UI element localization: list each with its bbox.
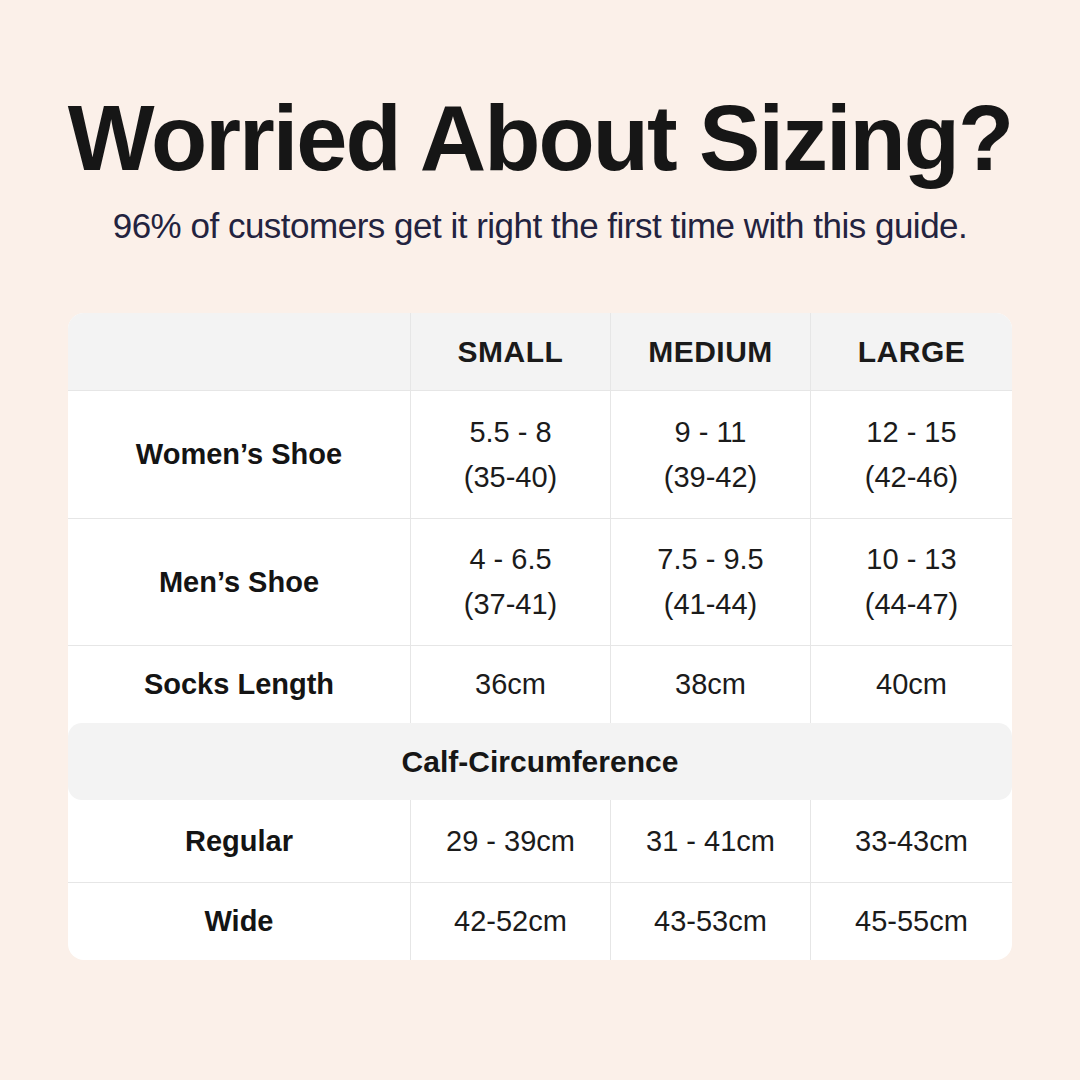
- column-header-small: SMALL: [410, 313, 610, 390]
- table-row-mens-shoe: Men’s Shoe 4 - 6.5 (37-41) 7.5 - 9.5 (41…: [68, 518, 1012, 645]
- regular-large-value: 33-43cm: [810, 800, 1012, 882]
- regular-small-value: 29 - 39cm: [410, 800, 610, 882]
- page-subtitle: 96% of customers get it right the first …: [0, 206, 1080, 246]
- row-label-wide: Wide: [68, 883, 410, 960]
- size-chart-table: SMALL MEDIUM LARGE Women’s Shoe 5.5 - 8 …: [68, 313, 1012, 960]
- column-header-medium: MEDIUM: [610, 313, 810, 390]
- section-header-calf-circumference: Calf-Circumference: [68, 723, 1012, 800]
- wide-large-value: 45-55cm: [810, 883, 1012, 960]
- table-row-regular: Regular 29 - 39cm 31 - 41cm 33-43cm: [68, 800, 1012, 882]
- sizing-guide-infographic: Worried About Sizing? 96% of customers g…: [0, 0, 1080, 1080]
- page-title: Worried About Sizing?: [0, 88, 1080, 189]
- column-header-empty: [68, 313, 410, 390]
- wide-medium-value: 43-53cm: [610, 883, 810, 960]
- socks-length-medium-value: 38cm: [610, 646, 810, 723]
- mens-shoe-small-value: 4 - 6.5 (37-41): [410, 519, 610, 645]
- mens-shoe-medium-value: 7.5 - 9.5 (41-44): [610, 519, 810, 645]
- socks-length-large-value: 40cm: [810, 646, 1012, 723]
- wide-small-value: 42-52cm: [410, 883, 610, 960]
- row-label-womens-shoe: Women’s Shoe: [68, 391, 410, 518]
- womens-shoe-medium-value: 9 - 11 (39-42): [610, 391, 810, 518]
- row-label-socks-length: Socks Length: [68, 646, 410, 723]
- table-header-row: SMALL MEDIUM LARGE: [68, 313, 1012, 390]
- socks-length-small-value: 36cm: [410, 646, 610, 723]
- column-header-large: LARGE: [810, 313, 1012, 390]
- regular-medium-value: 31 - 41cm: [610, 800, 810, 882]
- row-label-regular: Regular: [68, 800, 410, 882]
- mens-shoe-large-value: 10 - 13 (44-47): [810, 519, 1012, 645]
- womens-shoe-small-value: 5.5 - 8 (35-40): [410, 391, 610, 518]
- row-label-mens-shoe: Men’s Shoe: [68, 519, 410, 645]
- table-row-wide: Wide 42-52cm 43-53cm 45-55cm: [68, 882, 1012, 960]
- table-row-womens-shoe: Women’s Shoe 5.5 - 8 (35-40) 9 - 11 (39-…: [68, 390, 1012, 518]
- womens-shoe-large-value: 12 - 15 (42-46): [810, 391, 1012, 518]
- table-row-socks-length: Socks Length 36cm 38cm 40cm: [68, 645, 1012, 723]
